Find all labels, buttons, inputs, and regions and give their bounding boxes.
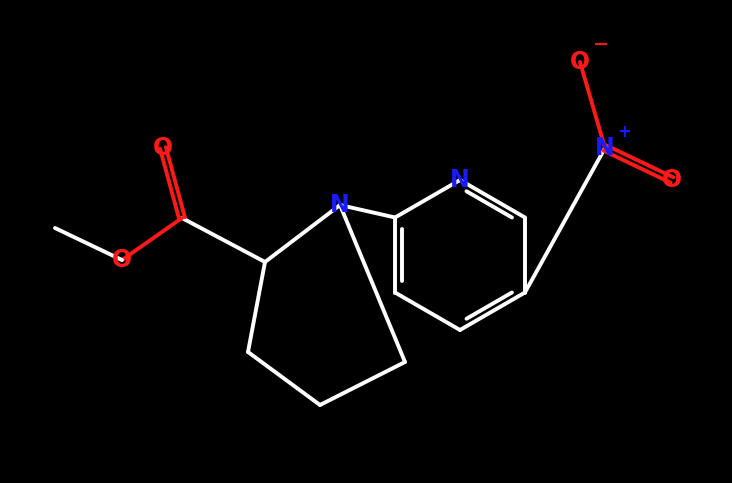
Text: O: O — [662, 168, 682, 192]
Text: +: + — [617, 123, 631, 141]
Text: N: N — [330, 193, 350, 217]
Text: N: N — [595, 136, 615, 160]
Text: O: O — [570, 50, 590, 74]
Text: O: O — [153, 136, 173, 160]
Text: O: O — [112, 248, 132, 272]
Text: −: − — [593, 35, 609, 54]
Text: N: N — [450, 168, 470, 192]
